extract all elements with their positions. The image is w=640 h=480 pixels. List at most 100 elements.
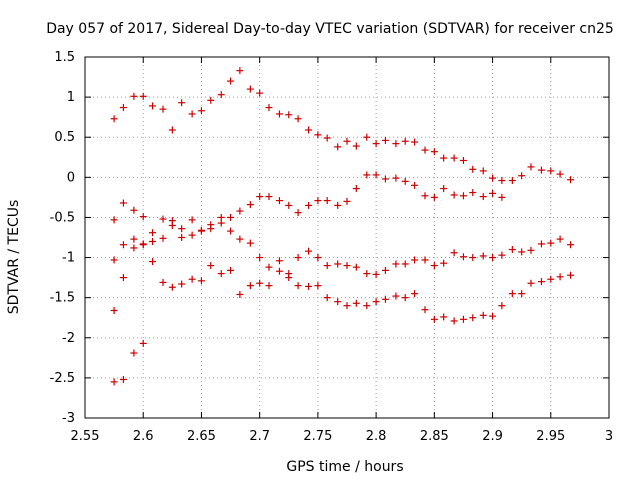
series-satellite-e [110, 339, 147, 386]
data-point [207, 96, 215, 104]
data-point [159, 234, 167, 242]
data-point [178, 280, 186, 288]
y-tick-label: 1.5 [54, 50, 75, 65]
data-point [236, 235, 244, 243]
data-point [363, 302, 371, 310]
data-point [479, 167, 487, 175]
data-point [294, 254, 302, 262]
data-point [430, 148, 438, 156]
data-point [518, 290, 526, 298]
data-point [139, 241, 147, 249]
data-point [334, 298, 342, 306]
data-point [139, 92, 147, 100]
x-tick-label: 2.55 [71, 429, 100, 444]
data-point [159, 215, 167, 223]
data-point [352, 263, 360, 271]
data-point [130, 235, 138, 243]
data-point [256, 89, 264, 97]
data-point [352, 185, 360, 193]
data-point [498, 302, 506, 310]
data-point [110, 256, 118, 264]
data-point [246, 201, 254, 209]
data-point [518, 172, 526, 180]
data-point [217, 219, 225, 227]
data-point [450, 249, 458, 257]
data-point [178, 225, 186, 233]
data-point [275, 197, 283, 205]
y-tick-label: -1 [62, 251, 75, 266]
data-point [188, 231, 196, 239]
data-point [149, 102, 157, 110]
data-point [130, 244, 138, 252]
data-point [537, 240, 545, 248]
data-point [246, 85, 254, 93]
data-point [479, 311, 487, 319]
data-point [314, 131, 322, 139]
data-point [110, 378, 118, 386]
data-point [411, 138, 419, 146]
data-point [323, 134, 331, 142]
data-point [459, 192, 467, 200]
y-tick-labels: -3 -2.5 -2 -1.5 -1 -0.5 0 0.5 1 1.5 [50, 50, 75, 426]
data-point [401, 177, 409, 185]
chart-title: Day 057 of 2017, Sidereal Day-to-day VTE… [46, 21, 614, 37]
data-point [469, 314, 477, 322]
data-point [197, 227, 205, 235]
data-point [401, 294, 409, 302]
data-point [401, 260, 409, 268]
data-point [381, 295, 389, 303]
x-tick-label: 2.75 [303, 429, 332, 444]
data-point [207, 225, 215, 233]
data-point [556, 170, 564, 178]
data-point [275, 110, 283, 118]
data-point [110, 115, 118, 123]
x-tick-labels: 2.55 2.6 2.65 2.7 2.75 2.8 2.85 2.9 2.95 3 [71, 429, 614, 444]
data-point [285, 201, 293, 209]
data-point [275, 267, 283, 275]
data-point [130, 349, 138, 357]
y-tick-label: -0.5 [50, 210, 75, 225]
data-point [363, 133, 371, 141]
data-point [392, 140, 400, 148]
data-point [489, 174, 497, 182]
x-tick-label: 2.6 [133, 429, 154, 444]
data-point [421, 192, 429, 200]
data-point [469, 165, 477, 173]
data-point [381, 266, 389, 274]
data-point [508, 246, 516, 254]
series-satellite-d [110, 241, 575, 325]
data-point [130, 206, 138, 214]
plot-frame [84, 56, 610, 419]
data-point [372, 270, 380, 278]
data-point [217, 91, 225, 99]
data-point [372, 171, 380, 179]
data-point [149, 229, 157, 237]
data-point [119, 199, 127, 207]
data-point [265, 193, 273, 201]
y-tick-label: 0 [67, 170, 75, 185]
data-point [343, 197, 351, 205]
data-point [489, 189, 497, 197]
data-point [508, 290, 516, 298]
y-tick-label: -1.5 [50, 291, 75, 306]
data-point [372, 298, 380, 306]
data-point [323, 262, 331, 270]
data-point [256, 193, 264, 201]
data-point [498, 177, 506, 185]
data-point [197, 277, 205, 285]
data-point [392, 260, 400, 268]
data-point [285, 111, 293, 119]
data-point [256, 254, 264, 262]
x-tick-label: 2.9 [482, 429, 503, 444]
data-point [334, 260, 342, 268]
data-point [421, 146, 429, 154]
data-point [227, 213, 235, 221]
data-point [527, 246, 535, 254]
data-point [372, 140, 380, 148]
data-point [450, 154, 458, 162]
x-tick-label: 2.8 [366, 429, 387, 444]
data-point [352, 142, 360, 150]
data-point [489, 254, 497, 262]
data-point [285, 274, 293, 282]
